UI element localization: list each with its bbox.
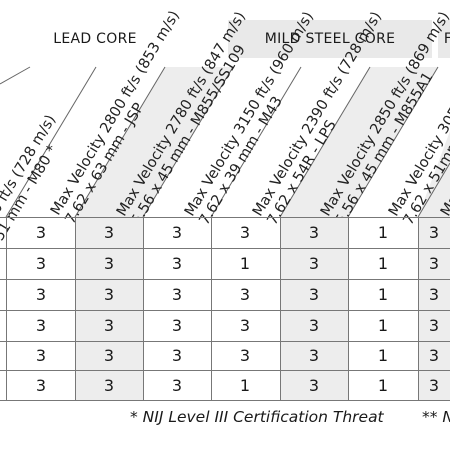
table-cell: 3 [428, 223, 440, 242]
diag-line-6 [347, 66, 439, 218]
table-cell: 3 [239, 316, 251, 335]
table-cell: 1 [239, 376, 251, 395]
table-cell: 3 [308, 376, 320, 395]
table-cell: 3 [239, 346, 251, 365]
table-cell: 3 [103, 316, 115, 335]
table-cell: 3 [171, 346, 183, 365]
table-row: 3 3 3 3 3 1 3 [0, 340, 450, 371]
table-row: 3 3 3 1 3 1 3 [0, 370, 450, 401]
table-cell: 3 [239, 223, 251, 242]
table-cell: 3 [308, 316, 320, 335]
shade-col-2 [75, 67, 233, 217]
shade-col-5 [280, 67, 438, 217]
table-cell: 3 [35, 223, 47, 242]
table-cell: 3 [35, 346, 47, 365]
diag-line-4 [210, 66, 302, 218]
table-cell: 3 [103, 376, 115, 395]
column-header-area: 0 ft/s (728 m/s) 51 mm - M80 * Max Veloc… [0, 0, 450, 244]
table-cell: 1 [377, 346, 389, 365]
table-row: 3 3 3 3 3 1 3 [0, 279, 450, 310]
table-cell: 1 [377, 316, 389, 335]
table-row: 3 3 3 3 3 1 3 [0, 217, 450, 248]
group-label-third-partial: F [443, 31, 450, 47]
shade-col-7 [418, 131, 450, 217]
table-cell: 3 [103, 285, 115, 304]
diag-line-1 [5, 66, 97, 218]
table-cell: 3 [308, 254, 320, 273]
table-cell: 3 [171, 376, 183, 395]
table-cell: 1 [377, 254, 389, 273]
table-cell: 3 [428, 285, 440, 304]
mild-steel-header-band [228, 20, 432, 58]
group-label-lead-core: LEAD CORE [53, 31, 137, 47]
table-cell: 3 [103, 346, 115, 365]
table-cell: 3 [239, 285, 251, 304]
table-cell: 3 [308, 346, 320, 365]
table-cell: 3 [308, 223, 320, 242]
third-group-header-band [438, 20, 450, 58]
table-cell: 3 [103, 223, 115, 242]
table-cell: 3 [35, 285, 47, 304]
diag-line-0 [0, 66, 31, 85]
table-cell: 3 [171, 285, 183, 304]
table-cell: 3 [35, 254, 47, 273]
table-cell: 3 [428, 346, 440, 365]
table-row: 3 3 3 3 3 1 3 [0, 310, 450, 341]
diag-line-7 [417, 162, 450, 218]
group-label-mild-steel-core: MILD STEEL CORE [264, 31, 396, 47]
table-cell: 1 [377, 223, 389, 242]
table-cell: 1 [377, 376, 389, 395]
footnote-nij-level3: * NIJ Level III Certification Threat [130, 408, 384, 426]
table-cell: 3 [308, 285, 320, 304]
table-row: 3 3 3 1 3 1 3 [0, 248, 450, 279]
table-cell: 3 [428, 254, 440, 273]
table-cell: 3 [103, 254, 115, 273]
table-cell: 3 [171, 254, 183, 273]
table-cell: 1 [377, 285, 389, 304]
table-cell: 3 [171, 316, 183, 335]
table-cell: 3 [171, 223, 183, 242]
diag-line-5 [279, 66, 371, 218]
table-cell: 3 [428, 376, 440, 395]
column-header-diagonals [0, 66, 450, 218]
footnote-second-partial: ** N [422, 408, 450, 426]
diag-line-2 [74, 66, 166, 218]
diag-line-3 [142, 66, 234, 218]
table-cell: 1 [239, 254, 251, 273]
table-cell: 3 [35, 316, 47, 335]
table-cell: 3 [428, 316, 440, 335]
table-grid-lines [0, 217, 450, 401]
table-cell: 3 [35, 376, 47, 395]
